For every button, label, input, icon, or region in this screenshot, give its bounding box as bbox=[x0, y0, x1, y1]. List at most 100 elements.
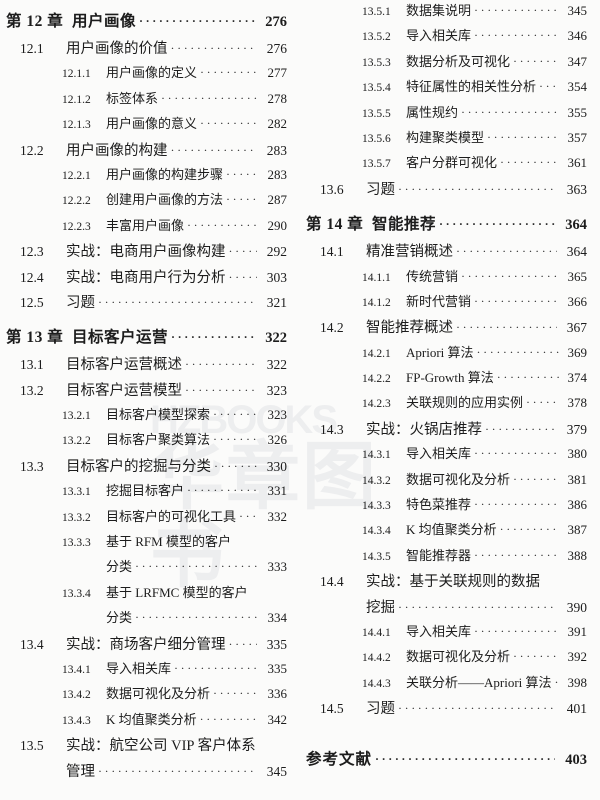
toc-entry[interactable]: 13.6 习题··································… bbox=[306, 178, 587, 203]
toc-entry-number: 14.2.3 bbox=[362, 398, 391, 411]
toc-leader-dots: ········································… bbox=[170, 142, 258, 157]
toc-entry[interactable]: 13.3.2 目标客户的可视化工具························… bbox=[6, 506, 287, 531]
toc-entry[interactable]: 14.2.3 关联规则的应用实例·························… bbox=[306, 392, 587, 417]
toc-leader-dots: ········································… bbox=[461, 104, 559, 119]
toc-entry[interactable]: 14.1.1 传统营销······························… bbox=[306, 266, 587, 291]
toc-entry-page-number: 363 bbox=[566, 181, 587, 197]
toc-entry-page-number: 326 bbox=[267, 432, 288, 448]
toc-entry[interactable]: 13.5.5 属性规约······························… bbox=[306, 102, 587, 127]
toc-entry[interactable]: 14.3 实战：火锅店推荐····························… bbox=[306, 418, 587, 443]
toc-leader-dots: ········································… bbox=[485, 421, 557, 436]
toc-leader-dots: ········································… bbox=[555, 675, 559, 690]
toc-entry[interactable]: 分类······································… bbox=[6, 556, 287, 581]
toc-entry-number: 13.5.6 bbox=[362, 132, 391, 145]
toc-entry-title: 智能推荐 bbox=[372, 216, 437, 234]
toc-entry-page-number: 277 bbox=[267, 65, 288, 81]
toc-entry[interactable]: 12.2.2 创建用户画像的方法·························… bbox=[6, 189, 287, 214]
toc-leader-dots: ········································… bbox=[439, 217, 555, 232]
toc-entry[interactable]: 13.1 目标客户运营概述····························… bbox=[6, 353, 287, 378]
toc-entry[interactable]: 12.2.3 丰富用户画像····························… bbox=[6, 215, 287, 240]
toc-entry[interactable]: 12.2 用户画像的构建·····························… bbox=[6, 139, 287, 164]
toc-entry[interactable]: 13.2.1 目标客户模型探索··························… bbox=[6, 404, 287, 429]
toc-entry[interactable]: 13.3.4 基于 LRFMC 模型的客户 bbox=[6, 582, 287, 607]
toc-entry[interactable]: 14.2.2 FP-Growth 算法······················… bbox=[306, 367, 587, 392]
toc-entry[interactable]: 14.1.2 新时代营销·····························… bbox=[306, 291, 587, 316]
toc-entry[interactable]: 14.2.1 Apriori 算法························… bbox=[306, 342, 587, 367]
toc-entry-number: 13.4 bbox=[20, 636, 44, 652]
toc-entry-page-number: 365 bbox=[567, 268, 588, 284]
toc-leader-dots: ········································… bbox=[98, 294, 257, 309]
toc-entry-number: 14.4.2 bbox=[362, 652, 391, 665]
toc-leader-dots: ········································… bbox=[161, 90, 259, 105]
toc-entry-page-number: 345 bbox=[567, 3, 588, 18]
toc-entry[interactable]: 13.5.3 数据分析及可视化··························… bbox=[306, 51, 587, 76]
toc-entry-number: 13.2 bbox=[20, 382, 44, 398]
toc-entry-title: K 均值聚类分析 bbox=[106, 711, 197, 727]
toc-entry[interactable]: 14.3.2 数据可视化及分析··························… bbox=[306, 469, 587, 494]
toc-entry-number: 13.5.1 bbox=[362, 6, 391, 18]
toc-entry-number: 14.2.1 bbox=[362, 347, 391, 360]
toc-entry-number: 13.3.1 bbox=[62, 486, 91, 499]
toc-entry[interactable]: 13.3 目标客户的挖掘与分类··························… bbox=[6, 455, 287, 480]
toc-entry-number: 13.3.4 bbox=[62, 587, 91, 600]
toc-entry[interactable]: 第 13 章目标客户运营····························… bbox=[6, 325, 287, 353]
toc-entry-page-number: 276 bbox=[266, 41, 287, 56]
toc-entry[interactable]: 13.5.1 数据集说明·····························… bbox=[306, 0, 587, 25]
toc-entry[interactable]: 13.5 实战：航空公司 VIP 客户体系 bbox=[6, 734, 287, 759]
toc-entry[interactable]: 13.3.3 基于 RFM 模型的客户 bbox=[6, 531, 287, 556]
toc-entry[interactable]: 14.4.1 导入相关库·····························… bbox=[306, 621, 587, 646]
toc-entry[interactable]: 13.3.1 挖掘目标客户····························… bbox=[6, 480, 287, 505]
toc-entry[interactable]: 14.3.3 特色菜推荐·····························… bbox=[306, 494, 587, 519]
toc-entry[interactable]: 14.1 精准营销概述······························… bbox=[306, 240, 587, 265]
toc-entry[interactable]: 参考文献····································… bbox=[306, 747, 587, 775]
toc-entry[interactable]: 14.3.5 智能推荐器·····························… bbox=[306, 545, 587, 570]
toc-entry-title: 用户画像的价值 bbox=[66, 41, 168, 57]
toc-entry-page-number: 334 bbox=[267, 610, 288, 626]
toc-entry[interactable]: 13.5.6 构建聚类模型····························… bbox=[306, 127, 587, 152]
toc-entry[interactable]: 第 14 章智能推荐······························… bbox=[306, 212, 587, 240]
toc-entry-title: 关联分析——Apriori 算法 bbox=[406, 674, 552, 690]
toc-entry[interactable]: 13.4 实战：商场客户细分管理·························… bbox=[6, 633, 287, 658]
toc-entry[interactable]: 13.4.2 数据可视化及分析··························… bbox=[6, 683, 287, 708]
toc-entry[interactable]: 12.1 用户画像的价值·····························… bbox=[6, 37, 287, 62]
toc-entry[interactable]: 13.2.2 目标客户聚类算法··························… bbox=[6, 429, 287, 454]
toc-entry[interactable]: 12.1.1 用户画像的定义···························… bbox=[6, 62, 287, 87]
toc-entry[interactable]: 14.5 习题··································… bbox=[306, 697, 587, 722]
toc-entry-page-number: 303 bbox=[266, 269, 287, 285]
toc-entry[interactable]: 13.5.2 导入相关库·····························… bbox=[306, 25, 587, 50]
toc-entry[interactable]: 12.3 实战：电商用户画像构建·························… bbox=[6, 240, 287, 265]
toc-entry[interactable]: 管理······································… bbox=[6, 760, 287, 785]
toc-entry[interactable]: 14.3.1 导入相关库·····························… bbox=[306, 443, 587, 468]
toc-entry-title: 导入相关库 bbox=[406, 446, 472, 462]
toc-entry[interactable]: 14.2 智能推荐概述······························… bbox=[306, 316, 587, 341]
toc-entry[interactable]: 14.4.2 数据可视化及分析··························… bbox=[306, 646, 587, 671]
toc-entry[interactable]: 13.5.4 特征属性的相关性分析························… bbox=[306, 76, 587, 101]
toc-entry-number: 13.5.4 bbox=[362, 82, 391, 95]
toc-leader-dots: ········································… bbox=[170, 41, 258, 55]
toc-entry[interactable]: 12.4 实战：电商用户行为分析·························… bbox=[6, 266, 287, 291]
toc-entry[interactable]: 13.4.1 导入相关库·····························… bbox=[6, 658, 287, 683]
toc-entry[interactable]: 12.2.1 用户画像的构建步骤·························… bbox=[6, 164, 287, 189]
toc-entry-title: 数据分析及可视化 bbox=[406, 53, 511, 69]
toc-entry[interactable]: 挖掘······································… bbox=[306, 596, 587, 621]
toc-entry[interactable]: 12.5 习题··································… bbox=[6, 291, 287, 316]
toc-entry[interactable]: 13.4.3 K 均值聚类分析··························… bbox=[6, 709, 287, 734]
toc-entry-title: 目标客户的可视化工具 bbox=[106, 508, 237, 524]
toc-entry[interactable]: 第 12 章用户画像······························… bbox=[6, 9, 287, 37]
toc-leader-dots: ········································… bbox=[513, 471, 559, 486]
toc-entry[interactable]: 13.5.7 客户分群可视化···························… bbox=[306, 152, 587, 177]
toc-entry-title: 管理 bbox=[66, 763, 95, 780]
toc-entry-page-number: 276 bbox=[265, 14, 287, 30]
toc-entry-number: 14.1 bbox=[320, 244, 344, 260]
toc-entry-title: 实战：火锅店推荐 bbox=[366, 421, 482, 438]
toc-entry[interactable]: 12.1.2 标签体系······························… bbox=[6, 88, 287, 113]
toc-entry[interactable]: 分类······································… bbox=[6, 607, 287, 632]
toc-entry[interactable]: 14.4.3 关联分析——Apriori 算法··················… bbox=[306, 672, 587, 697]
toc-entry[interactable]: 14.4 实战：基于关联规则的数据 bbox=[306, 570, 587, 595]
toc-entry[interactable]: 12.1.3 用户画像的意义···························… bbox=[6, 113, 287, 138]
toc-entry[interactable]: 13.2 目标客户运营模型····························… bbox=[6, 379, 287, 404]
toc-entry[interactable]: 14.3.4 K 均值聚类分析··························… bbox=[306, 519, 587, 544]
toc-entry-page-number: 369 bbox=[567, 344, 588, 360]
toc-entry-number: 13.4.3 bbox=[62, 714, 91, 727]
